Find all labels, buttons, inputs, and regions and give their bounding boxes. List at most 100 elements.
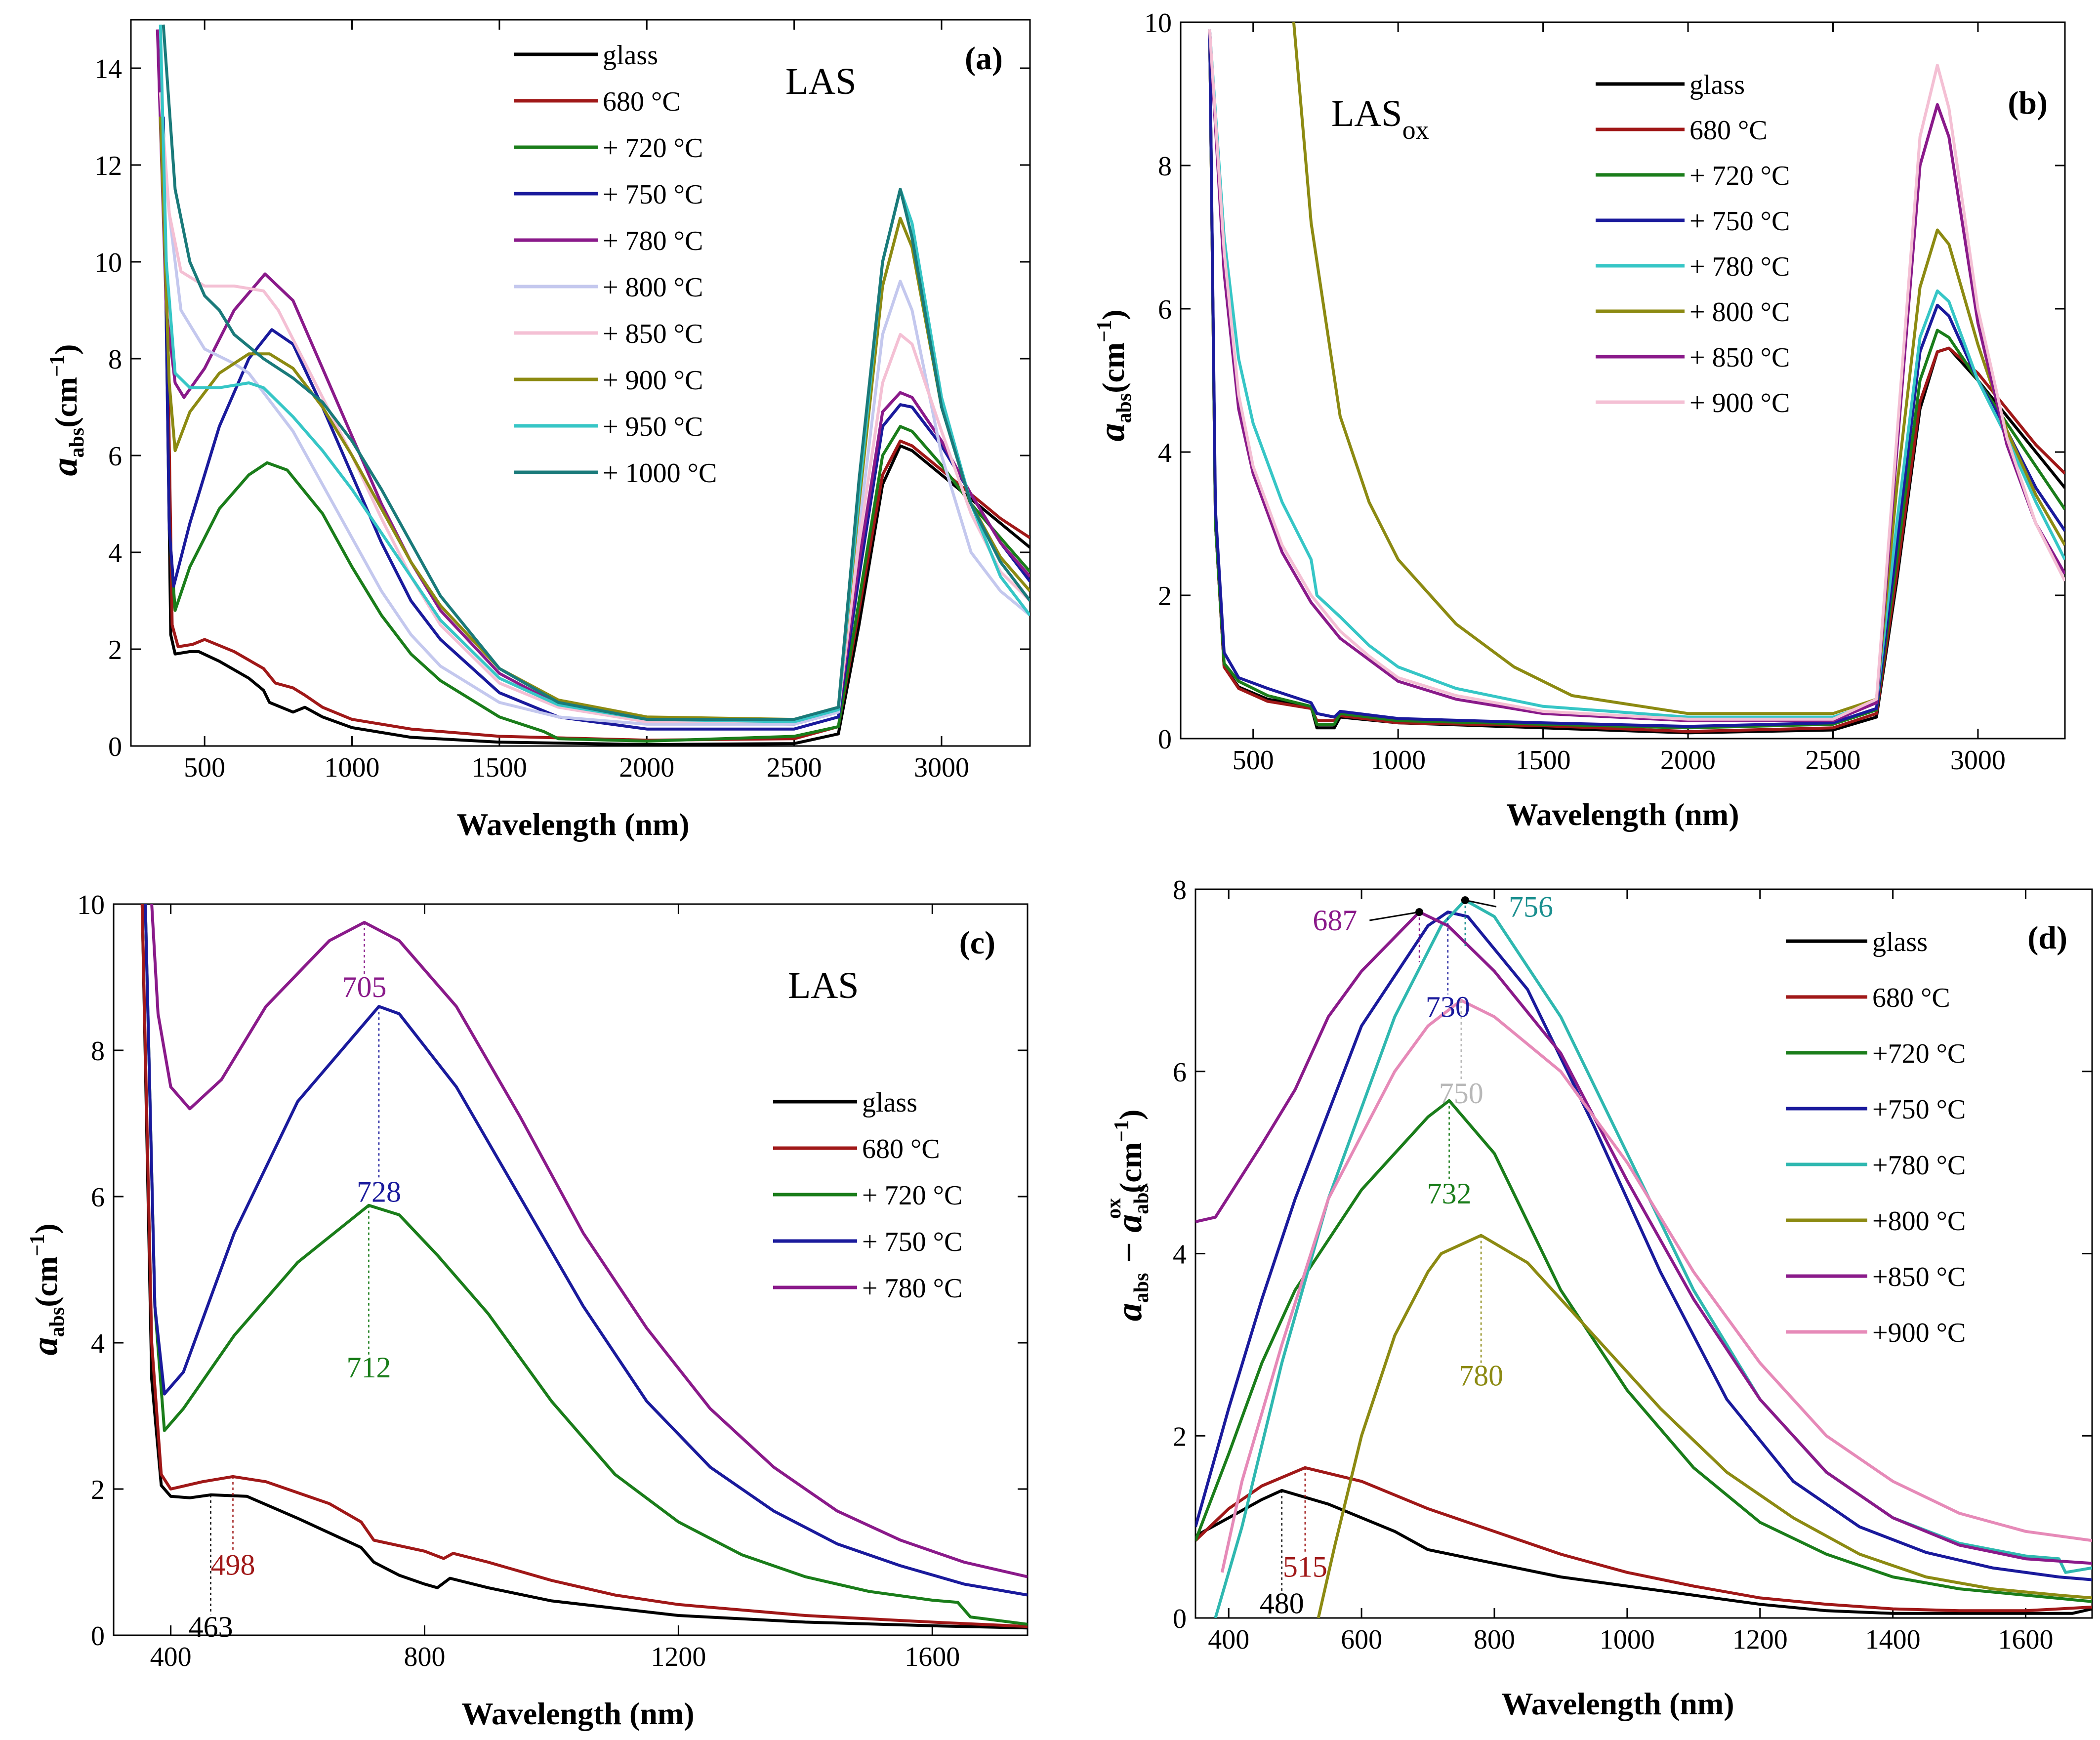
legend-label: +800 °C	[1872, 1206, 1966, 1237]
annotation-label: 750	[1439, 1077, 1483, 1110]
x-tick-label: 800	[1474, 1624, 1515, 1655]
series-line-3	[1195, 911, 2092, 1581]
annotation-label: 515	[1283, 1551, 1327, 1583]
legend-label: + 720 °C	[862, 1180, 962, 1211]
x-tick-label: 1500	[472, 752, 527, 783]
panel-label: (d)	[2027, 920, 2067, 956]
x-tick-label: 400	[150, 1642, 192, 1672]
annotation-label: 732	[1427, 1177, 1472, 1210]
series-group	[1195, 899, 2092, 1618]
x-tick-label: 1400	[1865, 1624, 1921, 1655]
annotation-arrowhead	[1415, 908, 1424, 916]
series-group	[1208, 22, 2065, 735]
y-tick-label: 10	[77, 890, 105, 920]
x-tick-label: 800	[404, 1642, 446, 1672]
legend-label: 680 °C	[1689, 115, 1768, 146]
legend-label: + 780 °C	[862, 1273, 962, 1304]
x-tick-label: 1200	[651, 1642, 706, 1672]
legend-label: + 800 °C	[603, 272, 703, 303]
x-tick-label: 1000	[1600, 1624, 1655, 1655]
x-tick-label: 3000	[1950, 745, 2006, 776]
legend-label: + 850 °C	[1689, 342, 1790, 373]
series-line-5	[1292, 22, 2065, 715]
legend-label: glass	[1689, 70, 1745, 100]
x-tick-label: 1600	[1998, 1624, 2054, 1655]
y-tick-label: 4	[91, 1328, 105, 1359]
y-tick-label: 12	[94, 151, 122, 181]
x-tick-label: 600	[1341, 1624, 1382, 1655]
y-tick-label: 6	[1173, 1057, 1187, 1088]
y-tick-label: 2	[91, 1475, 105, 1505]
series-line-6	[159, 92, 1030, 723]
x-axis-label: Wavelength (nm)	[456, 807, 689, 842]
panel-title: LAS	[785, 61, 857, 102]
y-tick-label: 4	[1173, 1240, 1187, 1270]
series-line-5	[1317, 1234, 2092, 1618]
x-axis-label: Wavelength (nm)	[1506, 797, 1739, 832]
series-line-4	[150, 904, 1028, 1578]
series-line-3	[1208, 29, 2065, 728]
series-line-5	[159, 116, 1030, 726]
series-line-0	[1208, 29, 2065, 735]
legend-label: + 900 °C	[603, 365, 703, 396]
y-tick-label: 6	[91, 1182, 105, 1213]
y-axis-label: aabs(cm−1)	[44, 344, 88, 476]
panel-label: (b)	[2008, 85, 2048, 121]
x-tick-label: 500	[184, 752, 225, 783]
legend-label: +720 °C	[1872, 1038, 1966, 1069]
y-axis-label: aabs − aabsox(cm−1)	[1103, 1110, 1153, 1322]
series-line-4	[1208, 29, 2065, 719]
annotation-label: 705	[342, 971, 386, 1003]
y-tick-label: 6	[108, 441, 122, 472]
annotation-label: 756	[1509, 890, 1553, 923]
y-tick-label: 0	[1158, 724, 1172, 755]
legend-label: glass	[603, 40, 658, 71]
legend-label: + 750 °C	[1689, 206, 1790, 237]
annotation-label: 498	[211, 1548, 255, 1581]
annotation-label: 687	[1313, 904, 1357, 937]
x-tick-label: 3000	[914, 752, 969, 783]
series-group	[156, 24, 1030, 746]
plot-frame	[130, 19, 1031, 747]
legend-label: +750 °C	[1872, 1094, 1966, 1125]
series-line-0	[1195, 1489, 2092, 1615]
x-tick-label: 1000	[1370, 745, 1426, 776]
series-line-7	[1208, 29, 2065, 721]
series-line-9	[162, 24, 1030, 721]
y-tick-label: 2	[108, 635, 122, 665]
panel-b: (b) LASox Wavelength (nm) aabs(cm−1) 500…	[1092, 8, 2066, 832]
legend-label: + 750 °C	[862, 1227, 962, 1257]
panel-label: (a)	[965, 41, 1003, 77]
legend-label: glass	[1872, 927, 1928, 957]
y-tick-label: 0	[1173, 1604, 1187, 1634]
legend-label: + 1000 °C	[603, 458, 717, 489]
y-tick-label: 10	[94, 248, 122, 278]
series-line-4	[156, 29, 1030, 726]
legend-label: +850 °C	[1872, 1262, 1966, 1292]
y-tick-label: 0	[108, 732, 122, 762]
y-tick-label: 10	[1144, 8, 1172, 39]
x-tick-label: 400	[1208, 1624, 1249, 1655]
x-tick-label: 1200	[1732, 1624, 1788, 1655]
series-line-2	[144, 904, 1028, 1626]
series-line-0	[165, 310, 1030, 746]
annotation-arrow	[1369, 911, 1420, 921]
annotation-label: 728	[357, 1176, 401, 1208]
y-tick-label: 4	[1158, 438, 1172, 468]
x-tick-label: 1000	[325, 752, 380, 783]
x-tick-label: 2000	[619, 752, 674, 783]
series-group	[140, 904, 1028, 1630]
y-tick-label: 0	[91, 1621, 105, 1652]
y-tick-label: 6	[1158, 294, 1172, 325]
y-tick-label: 2	[1158, 581, 1172, 612]
series-line-1	[165, 261, 1030, 742]
legend-label: +900 °C	[1872, 1318, 1966, 1348]
x-axis-label: Wavelength (nm)	[1501, 1686, 1734, 1721]
series-line-3	[162, 116, 1030, 731]
annotation-label: 730	[1426, 991, 1470, 1023]
annotation-label: 480	[1260, 1587, 1304, 1619]
legend-label: 680 °C	[862, 1134, 940, 1164]
legend-label: + 900 °C	[1689, 388, 1790, 418]
legend-label: 680 °C	[603, 86, 681, 117]
